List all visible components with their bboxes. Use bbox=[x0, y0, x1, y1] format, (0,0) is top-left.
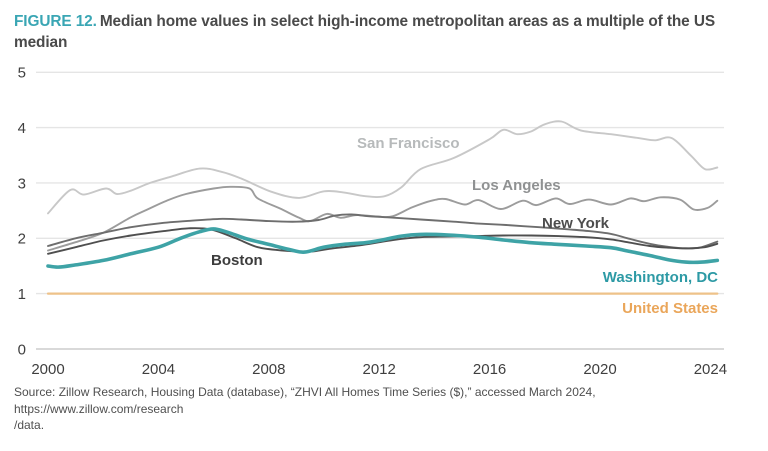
x-tick-label-2004: 2004 bbox=[142, 361, 175, 378]
x-tick-label-2016: 2016 bbox=[473, 361, 506, 378]
series-label-new-york: New York bbox=[542, 215, 609, 232]
y-tick-label-4: 4 bbox=[18, 120, 26, 137]
series-line-washington-dc bbox=[46, 227, 720, 269]
figure-title: FIGURE 12. Median home values in select h… bbox=[14, 11, 759, 53]
series-line-san-francisco bbox=[47, 120, 719, 215]
source-citation: Source: Zillow Research, Housing Data (d… bbox=[14, 384, 759, 434]
series-label-los-angeles: Los Angeles bbox=[472, 177, 561, 194]
x-tick-label-2024: 2024 bbox=[694, 361, 727, 378]
series-label-san-francisco: San Francisco bbox=[357, 135, 460, 152]
source-line-1: Source: Zillow Research, Housing Data (d… bbox=[14, 385, 596, 416]
y-tick-label-3: 3 bbox=[18, 175, 26, 192]
series-line-los-angeles bbox=[47, 185, 719, 252]
x-tick-label-2012: 2012 bbox=[363, 361, 396, 378]
figure-number: FIGURE 12. bbox=[14, 13, 97, 30]
source-line-2: /data. bbox=[14, 418, 45, 432]
x-tick-label-2008: 2008 bbox=[252, 361, 285, 378]
series-label-washington-dc: Washington, DC bbox=[602, 269, 718, 286]
series-label-boston: Boston bbox=[211, 252, 263, 269]
x-tick-label-2000: 2000 bbox=[31, 361, 64, 378]
y-tick-label-2: 2 bbox=[18, 231, 26, 248]
y-tick-label-1: 1 bbox=[18, 286, 26, 303]
series-line-boston bbox=[47, 227, 719, 255]
x-tick-label-2020: 2020 bbox=[583, 361, 616, 378]
y-tick-label-0: 0 bbox=[18, 341, 26, 358]
y-tick-label-5: 5 bbox=[18, 65, 26, 82]
figure-title-text: Median home values in select high-income… bbox=[14, 13, 716, 51]
series-label-united-states: United States bbox=[622, 300, 718, 317]
series-line-new-york bbox=[47, 213, 719, 250]
